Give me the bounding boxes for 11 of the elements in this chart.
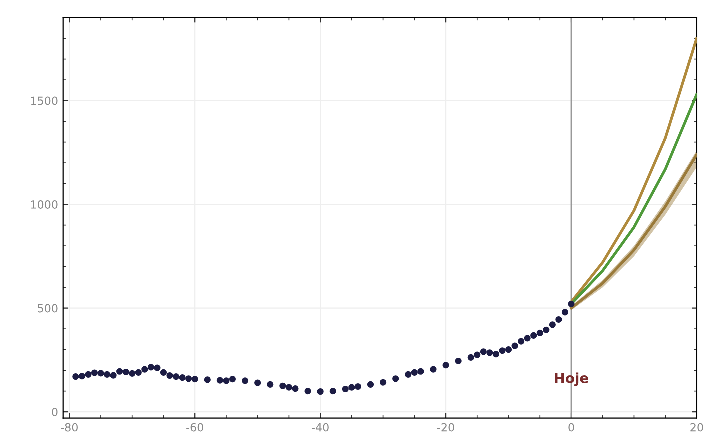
x-tick-label: -60 (186, 423, 204, 432)
y-tick-label: 0 (52, 408, 58, 416)
x-tick-label: 20 (690, 423, 704, 432)
ref-line-label: Hoje (555, 372, 588, 386)
y-tick-label: 1000 (31, 200, 58, 209)
y-tick-label: 1500 (31, 96, 58, 106)
x-tick-label: 0 (568, 423, 574, 432)
y-tick-label: 500 (38, 304, 58, 313)
x-tick-label: -80 (61, 423, 78, 432)
x-tick-label: -20 (438, 423, 454, 432)
x-tick-label: -40 (312, 423, 329, 432)
